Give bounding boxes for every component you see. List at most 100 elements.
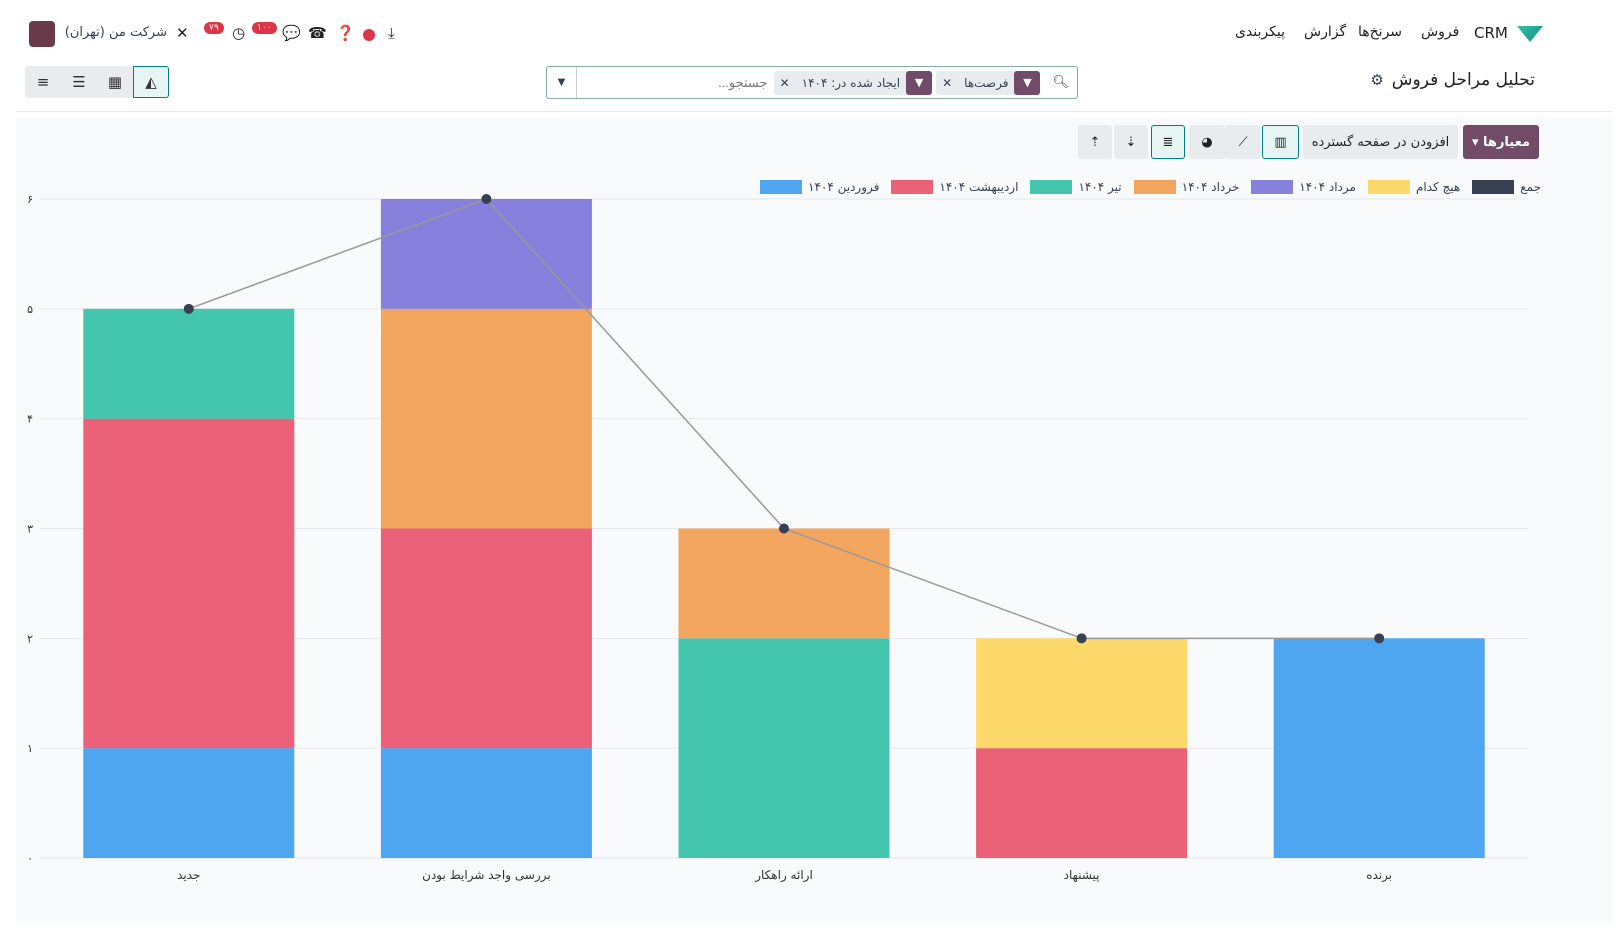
bars-icon: ☰ — [72, 73, 86, 91]
x-tick-label: بررسی واجد شرایط بودن — [422, 868, 551, 883]
search-input[interactable] — [577, 75, 774, 90]
x-tick-label: ارائه راهکار — [754, 868, 813, 883]
page-title: تحلیل مراحل فروش — [1391, 70, 1535, 90]
y-tick-label: ۰ — [27, 852, 33, 865]
tools-icon[interactable]: ✕ — [176, 24, 189, 42]
x-tick-label: جدید — [177, 868, 200, 882]
brand-link[interactable]: CRM — [1474, 24, 1508, 42]
bar-segment — [380, 308, 592, 529]
table-icon: ▦ — [107, 73, 123, 91]
remove-facet-icon[interactable]: ✕ — [779, 75, 790, 90]
legend-item[interactable]: جمع — [1472, 180, 1541, 194]
stacked-toggle[interactable]: ≣ — [1151, 125, 1185, 159]
legend-label: فروردین ۱۴۰۴ — [808, 180, 880, 194]
cohort-view-button[interactable]: ☰ — [61, 66, 97, 98]
database-icon: ≣ — [1162, 134, 1174, 150]
menu-sales[interactable]: فروش — [1421, 24, 1460, 40]
help-icon[interactable]: ❓ — [336, 24, 355, 42]
y-tick-label: ۲ — [27, 632, 33, 645]
legend-label: مرداد ۱۴۰۴ — [1299, 180, 1356, 194]
line-chart-button[interactable]: ⟋ — [1225, 125, 1261, 159]
bar-segment — [83, 308, 295, 419]
y-tick-label: ۴ — [27, 413, 33, 426]
pie-chart-icon: ◕ — [1201, 134, 1213, 150]
legend-label: خرداد ۱۴۰۴ — [1181, 180, 1240, 194]
messages-count-badge: ۱۰۰ — [252, 22, 277, 34]
filter-facet: ▼ ایجاد شده در: ۱۴۰۴ ✕ — [773, 70, 933, 95]
insert-spreadsheet-button[interactable]: افزودن در صفحه گسترده — [1303, 125, 1458, 159]
legend-swatch — [1133, 180, 1176, 194]
filter-icon: ▼ — [906, 70, 933, 95]
page-title-row: تحلیل مراحل فروش ⚙ — [1370, 70, 1535, 90]
bar-segment — [380, 199, 592, 309]
pie-chart-button[interactable]: ◕ — [1189, 125, 1225, 159]
activity-clock-icon[interactable]: ◷ — [232, 24, 246, 42]
y-tick-label: ۶ — [27, 193, 33, 206]
remove-facet-icon[interactable]: ✕ — [942, 75, 953, 90]
bar-chart-button[interactable]: ▥ — [1262, 125, 1299, 159]
company-switcher[interactable]: شرکت من (تهران) — [64, 25, 167, 40]
x-tick-label: برنده — [1366, 868, 1392, 883]
y-tick-label: ۱ — [27, 742, 33, 755]
legend-swatch — [891, 180, 934, 194]
legend-swatch — [1472, 180, 1515, 194]
search-icon[interactable]: 🔍︎ — [1052, 75, 1069, 90]
legend-item[interactable]: خرداد ۱۴۰۴ — [1133, 180, 1240, 194]
bar-segment — [380, 748, 592, 858]
bar-chart-icon: ▥ — [1274, 134, 1287, 150]
legend-item[interactable]: فروردین ۱۴۰۴ — [760, 180, 879, 194]
graph-view-button[interactable]: ◭ — [133, 66, 169, 98]
list-view-button[interactable]: ≡ — [25, 66, 61, 98]
legend-swatch — [1030, 180, 1073, 194]
bar-segment — [83, 418, 295, 749]
status-dot-icon[interactable] — [363, 29, 375, 41]
bar-segment — [678, 638, 890, 858]
sort-ascending-button[interactable]: ⇡ — [1078, 125, 1112, 159]
legend-item[interactable]: هیچ کدام — [1367, 180, 1461, 194]
pivot-view-button[interactable]: ▦ — [97, 66, 133, 98]
y-tick-label: ۳ — [27, 523, 33, 536]
list-icon: ≡ — [36, 73, 50, 91]
total-point — [183, 303, 194, 314]
search-options-toggle[interactable]: ▼ — [547, 67, 577, 98]
menu-leads[interactable]: سرنخ‌ها — [1358, 24, 1403, 40]
menu-configuration[interactable]: پیکربندی — [1235, 24, 1286, 40]
legend-item[interactable]: تیر ۱۴۰۴ — [1030, 180, 1122, 194]
filter-icon: ▼ — [1014, 70, 1041, 95]
line-chart-icon: ⟋ — [1238, 134, 1248, 150]
filter-facet: ▼ فرصت‌ها ✕ — [936, 70, 1041, 95]
bar-segment — [83, 748, 295, 858]
menu-reporting[interactable]: گزارش — [1304, 24, 1347, 40]
chart-legend: جمع هیچ کدام مرداد ۱۴۰۴ خرداد ۱۴۰۴ تیر ۱۴۰۴ ا… — [760, 180, 1541, 194]
legend-item[interactable]: اردیبهشت ۱۴۰۴ — [891, 180, 1018, 194]
bar-segment — [678, 528, 890, 639]
legend-swatch — [1251, 180, 1294, 194]
avatar[interactable] — [29, 21, 55, 47]
legend-swatch — [1367, 180, 1410, 194]
legend-label: اردیبهشت ۱۴۰۴ — [939, 180, 1019, 194]
x-tick-label: پیشنهاد — [1064, 868, 1100, 882]
bar-segment — [380, 528, 592, 749]
total-point — [779, 523, 789, 534]
legend-label: جمع — [1520, 180, 1541, 194]
total-point — [1374, 633, 1385, 644]
area-chart-icon: ◭ — [145, 73, 157, 91]
phone-icon[interactable]: ☎ — [308, 24, 327, 42]
legend-label: هیچ کدام — [1415, 180, 1461, 194]
legend-item[interactable]: مرداد ۱۴۰۴ — [1251, 180, 1356, 194]
bar-segment — [976, 748, 1188, 858]
activity-count-badge: ۷۹ — [204, 22, 224, 34]
legend-swatch — [760, 180, 802, 194]
legend-label: تیر ۱۴۰۴ — [1078, 180, 1122, 194]
sort-descending-button[interactable]: ⇣ — [1114, 125, 1148, 159]
search-bar: 🔍︎ ▼فرصت‌ها✕ ▼ایجاد شده در: ۱۴۰۴✕ ▼ — [546, 66, 1078, 99]
measures-dropdown[interactable]: معیارها ▾ — [1463, 125, 1539, 159]
sort-asc-icon: ⇡ — [1089, 134, 1101, 150]
bar-segment — [976, 638, 1188, 749]
download-icon[interactable]: ⤓ — [388, 24, 395, 42]
messages-icon[interactable]: 💬 — [282, 24, 301, 42]
total-point — [1076, 633, 1087, 644]
gear-icon[interactable]: ⚙ — [1370, 71, 1384, 89]
sort-desc-icon: ⇣ — [1125, 134, 1137, 150]
divider — [16, 111, 1612, 112]
